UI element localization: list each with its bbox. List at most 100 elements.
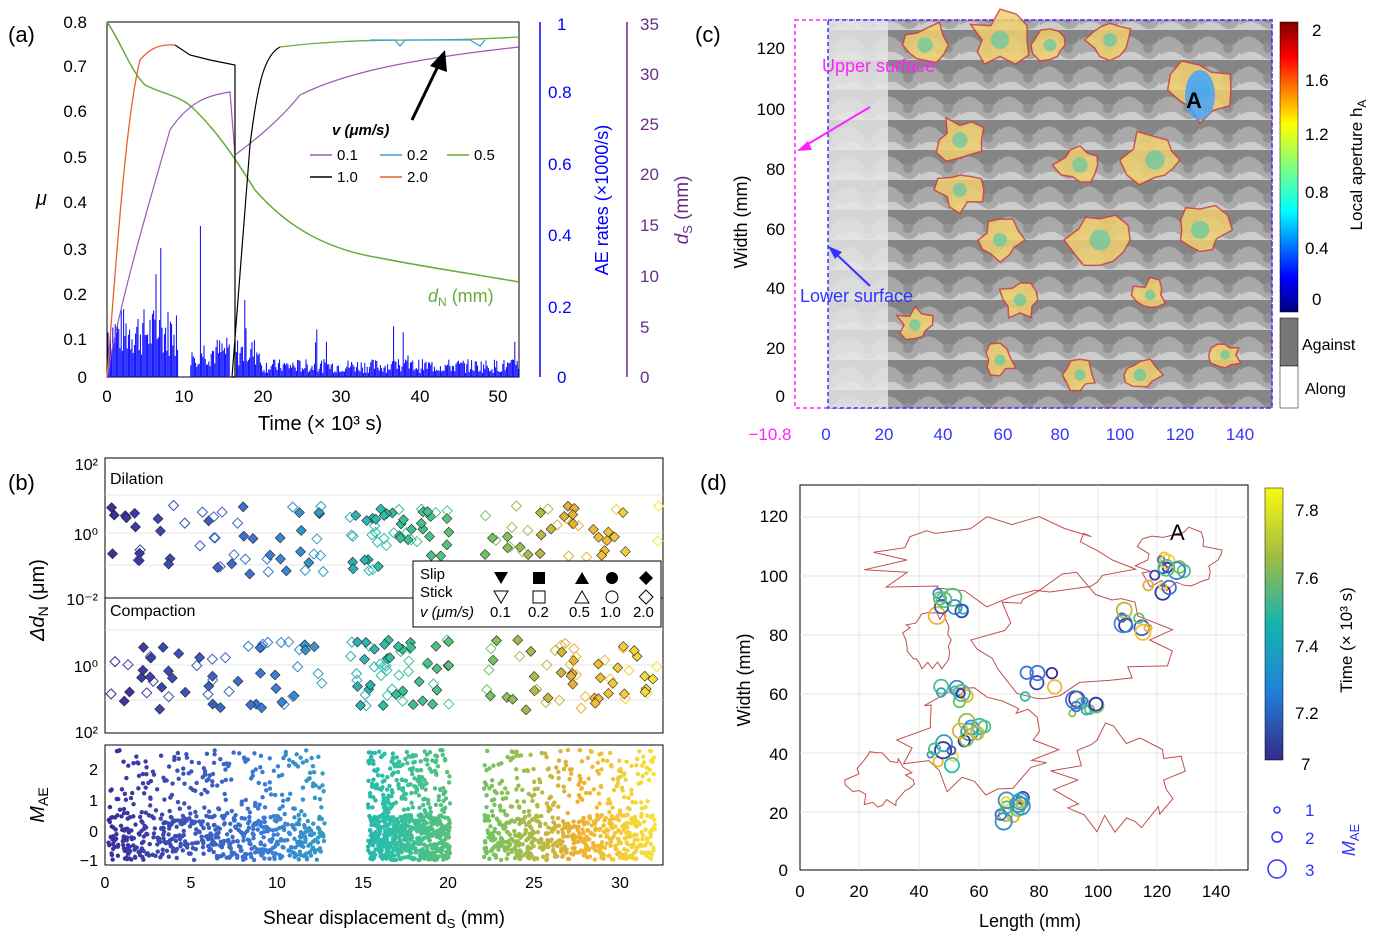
mae-point — [258, 823, 264, 829]
mae-point — [153, 853, 158, 858]
mae-point — [237, 751, 242, 756]
mae-point — [228, 821, 233, 826]
delta-point — [506, 521, 518, 534]
mae-tick: 1 — [89, 793, 98, 810]
mae-point — [212, 822, 217, 828]
ds-tick: 25 — [640, 115, 659, 134]
d-x-tick: 80 — [1030, 882, 1049, 901]
mae-point — [106, 817, 111, 823]
mae-point — [641, 819, 647, 824]
mae-point — [302, 825, 308, 830]
mae-point — [212, 752, 217, 757]
mae-point — [280, 804, 285, 809]
mae-point — [587, 854, 593, 859]
mae-point — [551, 847, 556, 853]
d-x-ticks: 0 20 40 60 80 100 120 140 — [795, 882, 1230, 901]
mae-point — [447, 801, 453, 806]
mae-point — [531, 766, 536, 772]
mae-point — [559, 846, 564, 852]
mae-point — [499, 840, 504, 845]
mae-point — [401, 807, 407, 812]
mae-point — [267, 837, 272, 843]
mae-point — [211, 760, 217, 766]
delta-point — [394, 532, 406, 544]
mae-point — [296, 812, 301, 818]
mae-point — [415, 818, 421, 824]
mae-point — [520, 817, 525, 822]
mae-point — [422, 821, 428, 826]
delta-point — [377, 700, 389, 711]
mae-point — [206, 809, 212, 814]
mae-point — [517, 856, 523, 862]
mae-point — [543, 831, 549, 837]
mae-point — [442, 826, 447, 832]
mae-point — [321, 838, 327, 844]
mae-point — [212, 748, 217, 753]
mae-point — [281, 825, 287, 830]
delta-point — [545, 523, 557, 535]
mae-point — [292, 806, 298, 811]
mae-point — [206, 843, 211, 849]
panel-a-label: (a) — [8, 22, 35, 47]
mae-point — [176, 776, 181, 781]
mae-point — [318, 849, 323, 854]
mae-point — [281, 845, 286, 850]
delta-point — [145, 652, 157, 664]
mae-point — [196, 829, 202, 834]
mu-tick: 0 — [78, 368, 87, 387]
mae-point — [405, 806, 411, 812]
mae-point — [599, 767, 604, 772]
mae-point — [115, 796, 121, 802]
mae-point — [582, 841, 588, 846]
mae-point — [410, 843, 416, 848]
mae-point — [268, 792, 274, 797]
mae-point — [623, 777, 628, 782]
mae-point — [241, 834, 246, 839]
mae-point — [500, 823, 505, 828]
mae-point — [136, 786, 141, 791]
delta-point — [238, 530, 250, 542]
mae-point — [202, 787, 207, 793]
mae-point — [292, 836, 297, 842]
delta-point — [295, 525, 307, 536]
ae-tick: 0.4 — [548, 226, 572, 245]
delta-point — [400, 526, 413, 539]
mae-point — [202, 805, 207, 810]
mae-point — [406, 753, 411, 759]
mu-tick: 0.1 — [63, 330, 87, 349]
mae-point — [114, 831, 119, 837]
mae-point — [490, 846, 495, 851]
mae-point — [490, 813, 496, 818]
mae-point — [438, 802, 444, 808]
mae-point — [304, 758, 309, 763]
mu-tick: 0.8 — [63, 13, 87, 32]
ae-event-circle — [1045, 666, 1059, 680]
aperture-core — [909, 319, 921, 331]
mu-tick: 0.5 — [63, 148, 87, 167]
mae-point — [565, 834, 570, 839]
mae-point — [205, 822, 210, 827]
mae-point — [595, 812, 600, 818]
mae-point — [572, 838, 577, 844]
mae-point — [369, 754, 374, 759]
mae-point — [148, 778, 154, 784]
delta-point — [163, 665, 174, 677]
legend-label: 1.0 — [337, 169, 358, 186]
mae-point — [443, 805, 448, 810]
mae-point — [391, 847, 396, 852]
mae-point — [490, 778, 495, 783]
mae-point — [604, 841, 609, 846]
mae-point — [425, 797, 431, 803]
mae-point — [503, 840, 509, 845]
annotation-arrowhead — [430, 50, 447, 72]
delta-point — [196, 506, 209, 518]
mae-point — [158, 816, 163, 821]
delta-point — [293, 507, 305, 519]
aperture-colorbar — [1279, 21, 1299, 313]
ae-event-circle — [994, 812, 1013, 831]
mae-point — [255, 827, 260, 832]
legend-stick: Stick — [420, 584, 453, 601]
delta-point — [443, 526, 455, 538]
panel-d-label: (d) — [700, 470, 727, 495]
mae-point — [498, 857, 504, 863]
